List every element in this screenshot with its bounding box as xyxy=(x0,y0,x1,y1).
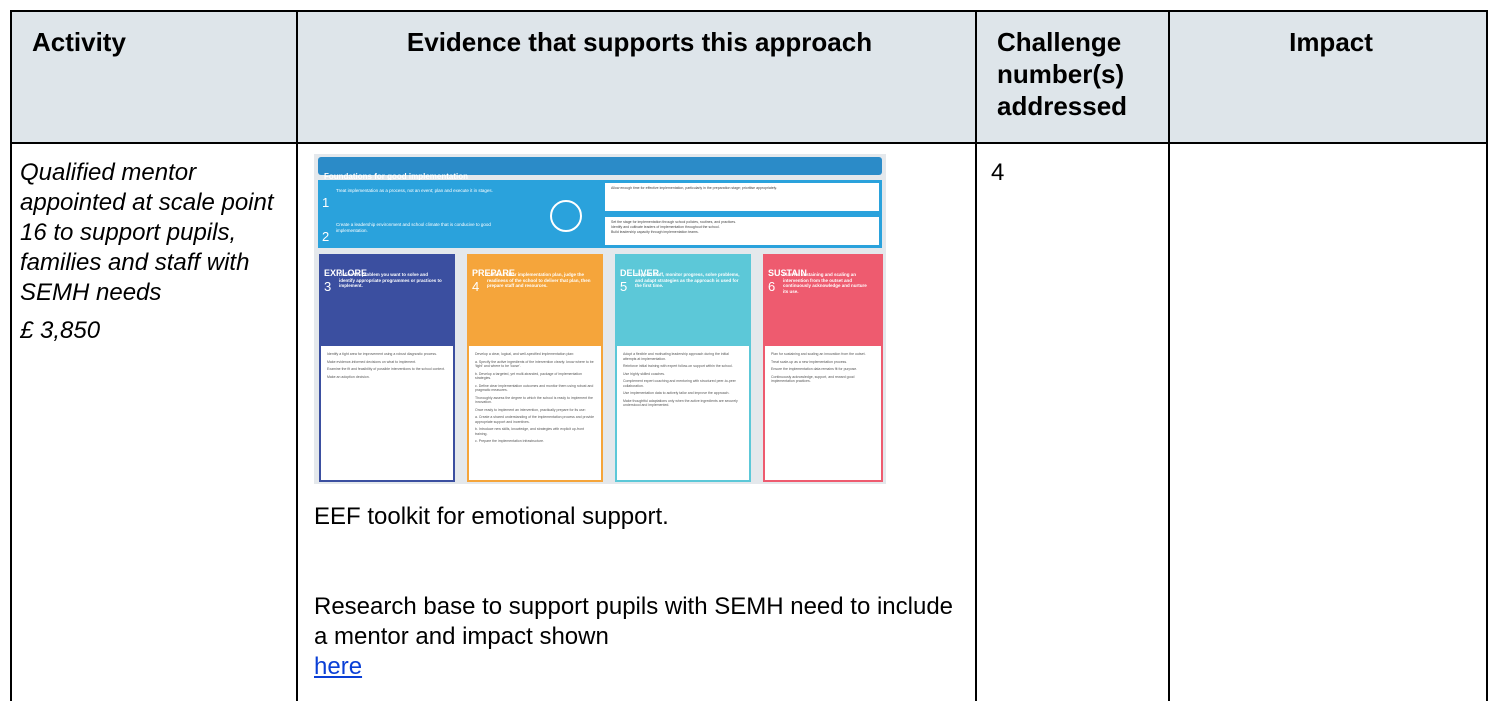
stage-point: Make an adoption decision. xyxy=(327,374,370,379)
infographic: Foundations for good implementation 1 Trea… xyxy=(314,154,886,484)
stage-point: Thoroughly assess the degree to which th… xyxy=(475,395,593,405)
stage-header: SUSTAIN 6 Plan for sustaining and scaling … xyxy=(763,254,883,346)
stage-header: PREPARE 4 Create a clear implementation pl… xyxy=(467,254,603,346)
link[interactable]: here xyxy=(314,653,363,680)
stage-box: Plan for sustaining and scaling an innov… xyxy=(763,346,883,482)
body-row: Qualified mentor appointed at scale poin… xyxy=(10,142,1488,701)
stage-point: Adopt a flexible and motivating leadersh… xyxy=(623,352,729,361)
challenge: 4 xyxy=(991,159,1005,186)
plan-table: Activity Evidence that supports this app… xyxy=(10,10,1488,701)
stage-text: Plan for sustaining and scaling an inter… xyxy=(783,272,867,294)
stage-point: Once ready to implement an intervention,… xyxy=(475,407,586,412)
stage-number: 6 xyxy=(768,279,776,294)
stage-header: DELIVER 5 Support staff, monitor progress,… xyxy=(615,254,751,346)
stage-point: Treat scale-up as a new implementation p… xyxy=(771,359,848,364)
header-row: Activity Evidence that supports this app… xyxy=(10,10,1488,144)
stage-point: a. Specify the active ingredients of the… xyxy=(475,359,594,369)
research-text: Research base to support pupils with SEM… xyxy=(314,592,961,682)
header-cell: Impact xyxy=(1168,10,1488,144)
stage-point: Ensure the implementation data remains f… xyxy=(771,367,858,371)
stage-box: Develop a clear, logical, and well-speci… xyxy=(467,346,603,482)
foundation-box: Allow enough time for effective implemen… xyxy=(604,182,880,212)
stage-header: EXPLORE 3 Define the problem you want to s… xyxy=(319,254,455,346)
foundation-number: 2 xyxy=(322,229,330,244)
stage-point: Reinforce initial training with expert f… xyxy=(623,364,733,368)
stage-point: b. Develop a targeted, yet multi-strande… xyxy=(475,371,583,381)
foundation-point: Build leadership capacity through implem… xyxy=(611,230,699,234)
stage-text: Define the problem you want to solve and… xyxy=(339,272,442,288)
stage-name: PREPARE xyxy=(472,268,515,278)
header-cell: Challenge number(s) addressed xyxy=(975,10,1170,144)
foundation-point: Allow enough time for effective implemen… xyxy=(611,186,778,190)
stage-point: c. Prepare the implementation infrastruc… xyxy=(475,439,545,443)
stage-point: b. Introduce new skills, knowledge, and … xyxy=(475,427,584,436)
evidence-cell: Foundations for good implementation 1 Trea… xyxy=(296,142,977,701)
stage-point: Develop a clear, logical, and well-speci… xyxy=(475,352,575,356)
stage-number: 3 xyxy=(324,279,332,294)
challenge-cell: 4 xyxy=(975,142,1170,701)
stage-number: 4 xyxy=(472,279,480,294)
foundation-text: Create a leadership environment and scho… xyxy=(336,222,491,233)
foundation-box: Set the stage for implementation through… xyxy=(604,216,880,246)
stage-point: Make evidence-informed decisions on what… xyxy=(327,359,417,364)
stage-point: a. Create a shared understanding of the … xyxy=(475,415,595,424)
research: Research base to support pupils with SEM… xyxy=(314,593,954,650)
stage-number: 5 xyxy=(620,279,628,294)
foundation-point: Identify and cultivate leaders of implem… xyxy=(611,225,720,229)
stage-point: Plan for sustaining and scaling an innov… xyxy=(771,352,866,356)
stage-box: Adopt a flexible and motivating leadersh… xyxy=(615,346,751,482)
stage-name: SUSTAIN xyxy=(768,268,807,278)
stage-point: Continuously acknowledge, support, and r… xyxy=(771,374,855,384)
stage-name: DELIVER xyxy=(620,268,660,278)
stage-point: Identify a tight area for improvement us… xyxy=(327,352,437,356)
info-title: Foundations for good implementation xyxy=(318,157,882,181)
stage-text: Create a clear implementation plan, judg… xyxy=(487,272,591,288)
foundation-text: Treat implementation as a process, not a… xyxy=(336,188,493,193)
hub xyxy=(550,200,582,232)
activity-text: Qualified mentor appointed at scale poin… xyxy=(20,159,274,306)
header-cell: Evidence that supports this approach xyxy=(296,10,977,144)
stage-point: Use implementation data to actively tail… xyxy=(623,391,730,395)
stage-point: Examine the fit and feasibility of possi… xyxy=(327,367,445,371)
activity-cost: £ 3,850 xyxy=(20,317,101,344)
stage-name: EXPLORE xyxy=(324,268,368,278)
stage-point: Make thoughtful adaptations only when th… xyxy=(623,398,738,408)
foundation-number: 1 xyxy=(322,195,330,210)
header-cell: Activity xyxy=(10,10,298,144)
activity-cell: Qualified mentor appointed at scale poin… xyxy=(10,142,298,701)
stage-point: Complement expert coaching and mentoring… xyxy=(623,379,736,388)
stage-text: Support staff, monitor progress, solve p… xyxy=(635,272,740,288)
impact-cell xyxy=(1168,142,1488,701)
foundation-point: Set the stage for implementation through… xyxy=(611,220,737,224)
stage-box: Identify a tight area for improvement us… xyxy=(319,346,455,482)
stage-point: Use highly skilled coaches. xyxy=(623,371,666,376)
caption: EEF toolkit for emotional support. xyxy=(314,503,669,530)
stage-point: c. Define clear implementation outcomes … xyxy=(475,383,594,393)
